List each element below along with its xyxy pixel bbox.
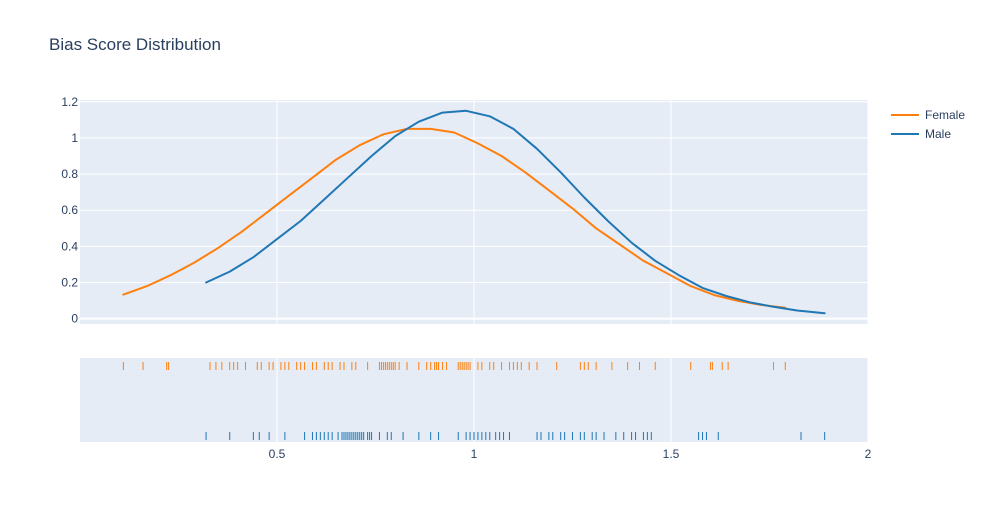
x-tick-label: 2 (865, 447, 872, 461)
x-tick-label: 1 (471, 447, 478, 461)
y-tick-label: 0.6 (61, 203, 78, 217)
series-line-male (205, 109, 826, 315)
y-tick-label: 0.8 (61, 167, 78, 181)
legend-label-male: Male (925, 127, 951, 141)
x-tick-label: 0.5 (269, 447, 286, 461)
legend-label-female: Female (925, 108, 965, 122)
y-tick-label: 0.2 (61, 275, 78, 289)
y-tick-label: 1.2 (61, 95, 78, 109)
y-tick-label: 1 (71, 131, 78, 145)
legend: Female Male (891, 108, 965, 141)
main-gridlines (80, 100, 869, 324)
x-tick-label: 1.5 (663, 447, 680, 461)
x-axis-tick-labels: 0.5 1 1.5 2 (269, 447, 872, 461)
density-lines (122, 109, 826, 315)
chart-title: Bias Score Distribution (49, 35, 221, 54)
y-axis-tick-labels: 0 0.2 0.4 0.6 0.8 1 1.2 (61, 95, 78, 326)
rug-marks (122, 362, 826, 440)
rug-gridlines (276, 358, 869, 442)
series-line-female (122, 127, 787, 309)
y-tick-label: 0 (71, 312, 78, 326)
y-tick-label: 0.4 (61, 239, 78, 253)
